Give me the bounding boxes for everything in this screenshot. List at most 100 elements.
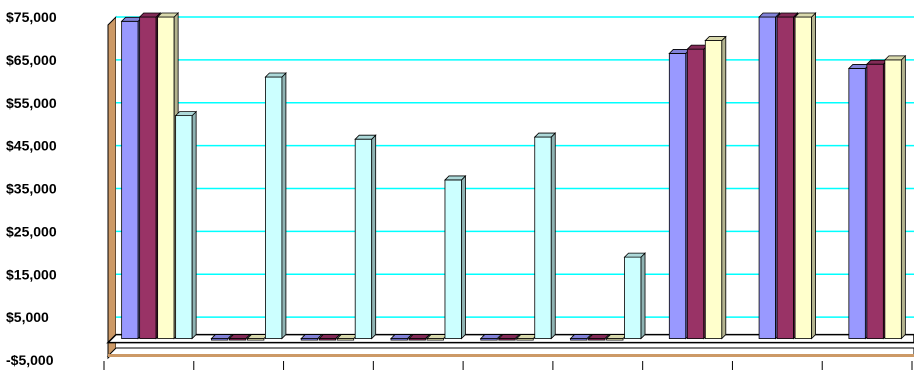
bar bbox=[318, 334, 341, 341]
bar-front bbox=[121, 20, 139, 339]
bar bbox=[704, 35, 727, 340]
bar-top bbox=[686, 44, 709, 50]
bar-top bbox=[883, 55, 907, 61]
bar-top bbox=[533, 132, 557, 138]
bar bbox=[408, 334, 431, 341]
bar-top bbox=[156, 12, 180, 18]
bar-top bbox=[623, 252, 646, 258]
bar-top bbox=[408, 334, 431, 339]
bar-top bbox=[865, 59, 889, 65]
bar bbox=[776, 12, 799, 340]
bar-front bbox=[139, 16, 157, 339]
bar-top bbox=[318, 334, 341, 339]
bar-top bbox=[300, 334, 323, 339]
bar-top bbox=[794, 12, 817, 18]
bar-front bbox=[624, 256, 642, 339]
bar-top bbox=[228, 334, 251, 339]
floor-edge bbox=[108, 354, 914, 357]
bar-side bbox=[191, 110, 197, 340]
bar-front bbox=[175, 115, 193, 339]
y-tick-label: $35,000 bbox=[6, 181, 57, 197]
bar-side bbox=[371, 134, 377, 340]
bar-front bbox=[704, 40, 723, 339]
bar-front bbox=[776, 16, 794, 339]
bar-top bbox=[138, 12, 162, 18]
bar bbox=[883, 54, 907, 340]
y-tick-label: -$5,000 bbox=[6, 352, 54, 368]
bar bbox=[138, 12, 162, 340]
bar-top bbox=[354, 134, 377, 140]
bar-top bbox=[479, 334, 503, 339]
bar bbox=[210, 334, 233, 341]
bar-top bbox=[758, 12, 781, 18]
bar-front bbox=[794, 16, 812, 339]
bar bbox=[497, 334, 521, 341]
bar-front bbox=[668, 53, 687, 339]
x-axis-ticks bbox=[103, 361, 913, 370]
bar-side bbox=[721, 35, 727, 340]
bar-top bbox=[515, 334, 539, 339]
bar-top bbox=[569, 334, 592, 339]
bar-side bbox=[461, 174, 466, 340]
y-tick-label: $75,000 bbox=[6, 9, 57, 25]
bar-top bbox=[426, 334, 449, 339]
bar bbox=[228, 334, 251, 341]
bar-front bbox=[444, 179, 462, 339]
bar-top bbox=[120, 16, 144, 22]
bar bbox=[569, 334, 592, 341]
bar bbox=[686, 44, 709, 340]
bar-side bbox=[640, 252, 646, 340]
bar bbox=[390, 334, 413, 341]
y-tick-label: $55,000 bbox=[6, 95, 57, 111]
bar-front bbox=[686, 48, 705, 339]
bar bbox=[794, 12, 817, 340]
bar-top bbox=[704, 36, 727, 41]
bar-side bbox=[281, 72, 287, 340]
bar bbox=[300, 334, 323, 341]
bars bbox=[120, 12, 907, 341]
bar bbox=[623, 252, 646, 340]
bar bbox=[605, 334, 628, 341]
bar-side bbox=[811, 12, 816, 340]
bar-side bbox=[900, 54, 906, 340]
bar-front bbox=[848, 68, 866, 339]
bar bbox=[156, 12, 180, 340]
bar bbox=[264, 72, 287, 340]
y-axis-tick-labels: $75,000 $65,000 $55,000 $45,000 $35,000 $25,0… bbox=[6, 9, 57, 368]
bar-front bbox=[354, 138, 373, 339]
bar bbox=[354, 134, 377, 340]
bar bbox=[174, 110, 198, 340]
bar-top bbox=[587, 334, 610, 339]
bar-top bbox=[264, 72, 287, 78]
bar-top bbox=[246, 334, 269, 339]
bar-top bbox=[776, 12, 799, 18]
bar-top bbox=[336, 334, 359, 339]
side-wall bbox=[107, 15, 117, 360]
bar-top bbox=[605, 334, 628, 339]
bar-top bbox=[497, 334, 521, 339]
y-tick-label: $45,000 bbox=[6, 138, 57, 154]
bar bbox=[533, 132, 557, 340]
bar-front bbox=[758, 16, 776, 339]
y-tick-label: $25,000 bbox=[6, 223, 57, 239]
bar-front bbox=[534, 136, 552, 339]
bar-top bbox=[390, 334, 413, 339]
y-tick-label: $5,000 bbox=[6, 309, 49, 325]
bar bbox=[847, 63, 871, 340]
bar-side bbox=[550, 132, 556, 340]
bar-top bbox=[210, 334, 233, 339]
bar-top bbox=[174, 111, 198, 117]
bar bbox=[758, 12, 781, 340]
bar-front bbox=[866, 63, 884, 339]
bar bbox=[865, 59, 889, 340]
y-tick-label: $65,000 bbox=[6, 52, 57, 68]
bar-front bbox=[157, 16, 175, 339]
bar bbox=[120, 16, 144, 340]
y-tick-label: $15,000 bbox=[6, 266, 57, 282]
bar bbox=[479, 334, 503, 341]
bar bbox=[668, 48, 691, 340]
bar-front bbox=[265, 76, 283, 339]
bar bbox=[587, 334, 610, 341]
